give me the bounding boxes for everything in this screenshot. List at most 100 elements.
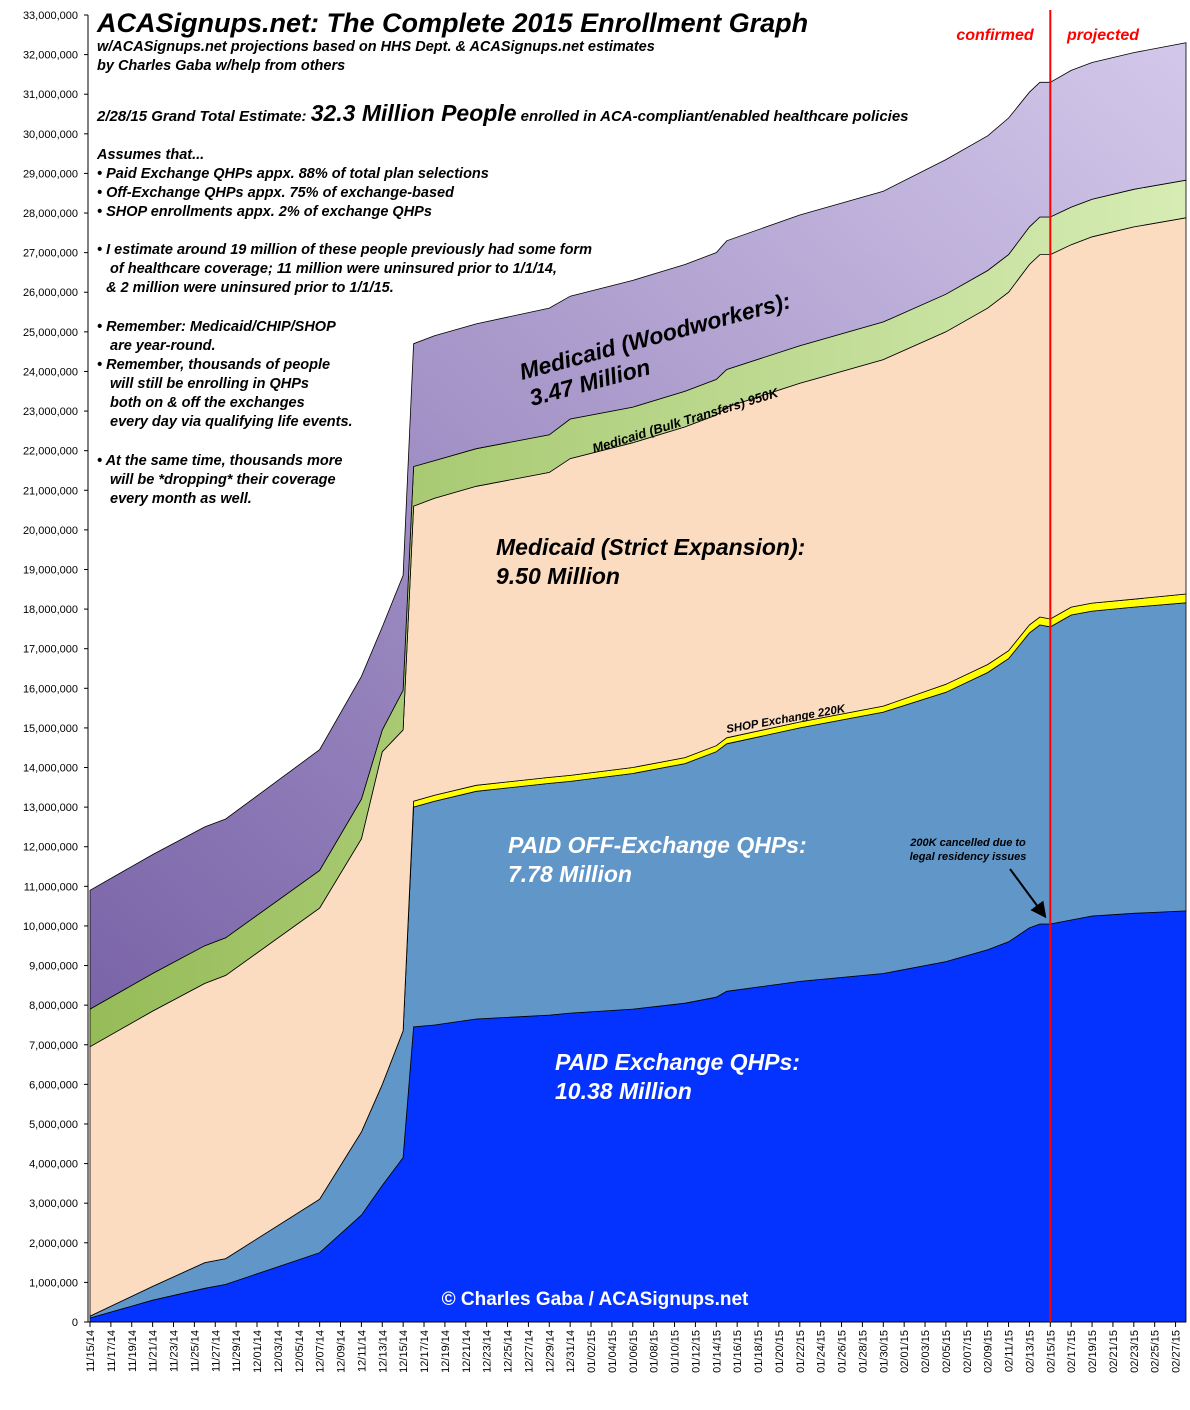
- x-tick-label: 02/05/15: [941, 1330, 953, 1373]
- y-tick-label: 10,000,000: [23, 921, 78, 933]
- x-tick-label: 02/09/15: [983, 1330, 995, 1373]
- x-tick-label: 01/08/15: [649, 1330, 661, 1373]
- x-tick-label: 01/16/15: [732, 1330, 744, 1373]
- note-line: will be *dropping* their coverage: [110, 472, 336, 488]
- x-tick-label: 11/23/14: [169, 1330, 181, 1372]
- y-tick-label: 7,000,000: [29, 1040, 78, 1052]
- grand-total-prefix: 2/28/15 Grand Total Estimate:: [96, 108, 307, 125]
- x-tick-label: 12/09/14: [336, 1330, 348, 1373]
- x-tick-label: 12/07/14: [315, 1330, 327, 1373]
- x-tick-label: 12/19/14: [440, 1330, 452, 1373]
- note-line: every day via qualifying life events.: [110, 414, 353, 430]
- y-tick-label: 13,000,000: [23, 802, 78, 814]
- y-tick-label: 0: [72, 1317, 78, 1329]
- note-line: are year-round.: [110, 338, 216, 354]
- y-tick-label: 15,000,000: [23, 723, 78, 735]
- strict-expansion-value: 9.50 Million: [496, 563, 620, 589]
- y-tick-label: 11,000,000: [24, 881, 78, 893]
- x-tick-label: 12/25/14: [503, 1330, 515, 1373]
- x-tick-label: 11/29/14: [231, 1330, 243, 1372]
- off-exchange-label: PAID OFF-Exchange QHPs:: [508, 832, 807, 858]
- note-line: both on & off the exchanges: [110, 395, 305, 411]
- y-tick-label: 17,000,000: [23, 644, 78, 656]
- x-tick-label: 01/06/15: [628, 1330, 640, 1373]
- x-tick-label: 02/23/15: [1129, 1330, 1141, 1373]
- area-medicaid-woodworkers: [89, 42, 1187, 1010]
- x-tick-label: 12/23/14: [482, 1330, 494, 1373]
- chart-subtitle-2: by Charles Gaba w/help from others: [97, 58, 345, 74]
- cancelled-arrow: [1009, 868, 1047, 919]
- x-tick-label: 02/21/15: [1108, 1330, 1120, 1373]
- x-tick-label: 01/26/15: [837, 1330, 849, 1373]
- x-tick-label: 02/11/15: [1004, 1330, 1016, 1372]
- x-tick-label: 02/13/15: [1024, 1330, 1036, 1373]
- cancelled-note-1: 200K cancelled due to: [909, 837, 1026, 849]
- y-tick-label: 4,000,000: [29, 1159, 78, 1171]
- x-tick-label: 02/15/15: [1045, 1330, 1057, 1373]
- y-tick-label: 16,000,000: [23, 683, 78, 695]
- note-line: every month as well.: [110, 491, 252, 507]
- x-tick-label: 01/28/15: [857, 1330, 869, 1373]
- note-line: • Paid Exchange QHPs appx. 88% of total …: [97, 166, 489, 182]
- x-tick-label: 12/01/14: [252, 1330, 264, 1373]
- y-tick-label: 25,000,000: [23, 327, 78, 339]
- y-tick-label: 18,000,000: [23, 604, 78, 616]
- y-tick-label: 2,000,000: [29, 1238, 78, 1250]
- x-tick-label: 02/25/15: [1150, 1330, 1162, 1373]
- x-tick-label: 01/20/15: [774, 1330, 786, 1373]
- chart-title: ACASignups.net: The Complete 2015 Enroll…: [96, 8, 808, 38]
- x-tick-label: 11/17/14: [106, 1330, 118, 1372]
- x-tick-label: 02/01/15: [899, 1330, 911, 1373]
- x-tick-label: 11/21/14: [148, 1330, 160, 1372]
- note-line: • SHOP enrollments appx. 2% of exchange …: [97, 204, 432, 220]
- y-tick-label: 5,000,000: [29, 1119, 78, 1131]
- x-tick-label: 01/04/15: [607, 1330, 619, 1373]
- strict-expansion-label: Medicaid (Strict Expansion):: [496, 534, 805, 560]
- x-tick-label: 01/24/15: [816, 1330, 828, 1373]
- stacked-areas: [89, 42, 1187, 1323]
- note-line: & 2 million were uninsured prior to 1/1/…: [106, 280, 394, 296]
- grand-total-suffix: enrolled in ACA-compliant/enabled health…: [521, 108, 909, 125]
- x-tick-label: 12/15/14: [398, 1330, 410, 1373]
- x-tick-label: 01/10/15: [670, 1330, 682, 1373]
- exchange-label: PAID Exchange QHPs:: [555, 1049, 800, 1075]
- x-tick-label: 11/25/14: [189, 1330, 201, 1372]
- y-tick-label: 19,000,000: [23, 564, 78, 576]
- y-tick-label: 31,000,000: [23, 89, 78, 101]
- y-tick-label: 8,000,000: [29, 1000, 78, 1012]
- x-tick-label: 02/17/15: [1066, 1330, 1078, 1373]
- y-tick-label: 20,000,000: [23, 525, 78, 537]
- y-tick-label: 32,000,000: [23, 50, 78, 62]
- note-line: • Off-Exchange QHPs appx. 75% of exchang…: [97, 185, 455, 201]
- x-tick-label: 02/03/15: [920, 1330, 932, 1373]
- copyright: © Charles Gaba / ACASignups.net: [442, 1289, 749, 1310]
- assumption-notes: Assumes that... • Paid Exchange QHPs appx…: [96, 147, 592, 507]
- axes: 0 1,000,000 2,000,000 3,000,000 4,000,000 5,0…: [23, 10, 1186, 1373]
- x-tick-label: 12/21/14: [461, 1330, 473, 1373]
- x-tick-label: 12/31/14: [565, 1330, 577, 1373]
- x-tick-label: 12/03/14: [273, 1330, 285, 1373]
- note-line: • Remember: Medicaid/CHIP/SHOP: [97, 319, 336, 335]
- x-tick-label: 12/29/14: [544, 1330, 556, 1373]
- chart-subtitle-1: w/ACASignups.net projections based on HH…: [97, 39, 655, 55]
- exchange-value: 10.38 Million: [555, 1078, 692, 1104]
- grand-total-value: 32.3 Million People: [311, 100, 517, 126]
- y-tick-label: 6,000,000: [29, 1079, 78, 1091]
- x-tick-label: 12/27/14: [523, 1330, 535, 1373]
- x-tick-label: 12/11/14: [356, 1330, 368, 1372]
- note-line: • I estimate around 19 million of these …: [97, 242, 592, 258]
- note-line: of healthcare coverage; 11 million were …: [110, 261, 557, 277]
- x-tick-label: 11/27/14: [210, 1330, 222, 1372]
- x-tick-label: 01/12/15: [690, 1330, 702, 1373]
- x-tick-label: 12/13/14: [377, 1330, 389, 1373]
- y-tick-label: 21,000,000: [23, 485, 78, 497]
- cancelled-note-2: legal residency issues: [910, 851, 1027, 863]
- x-tick-label: 01/22/15: [795, 1330, 807, 1373]
- projected-label: projected: [1066, 27, 1140, 44]
- note-line: • Remember, thousands of people: [97, 357, 330, 373]
- y-tick-label: 22,000,000: [23, 446, 78, 458]
- y-tick-label: 33,000,000: [23, 10, 78, 22]
- y-tick-label: 9,000,000: [29, 961, 78, 973]
- x-tick-label: 11/19/14: [127, 1330, 139, 1372]
